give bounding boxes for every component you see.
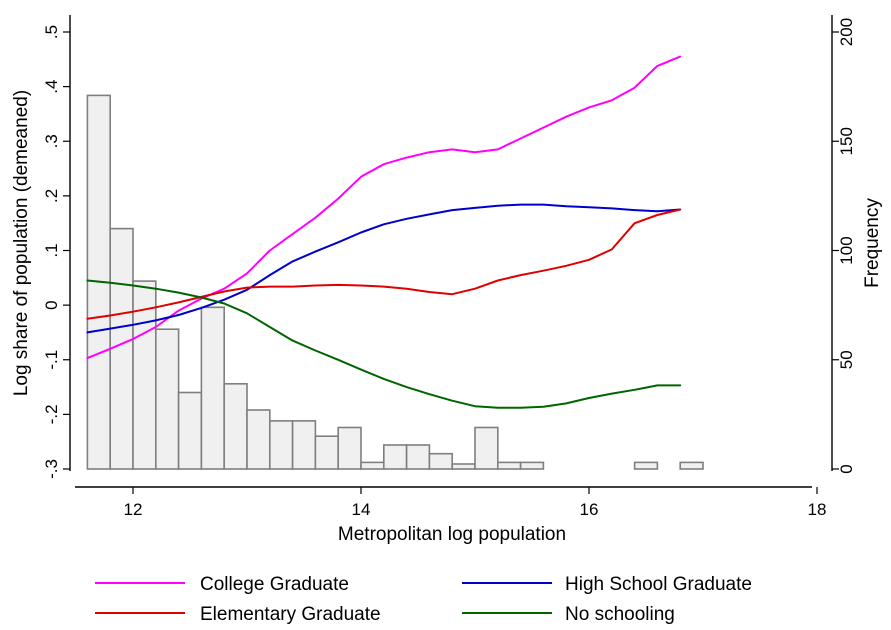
y2-tick-label-0: 0 xyxy=(837,464,856,473)
y2-tick-label-4: 200 xyxy=(837,18,856,46)
x-tick-label-1: 14 xyxy=(352,500,371,519)
y2-tick-label-1: 50 xyxy=(837,350,856,369)
histogram-bar-18 xyxy=(496,461,522,470)
series-line-high-school-graduate xyxy=(86,203,682,334)
y-tick-label-6: .3 xyxy=(42,134,61,148)
histogram-bar-14 xyxy=(405,444,431,470)
histogram-bar-17 xyxy=(474,426,499,470)
series-line-college-graduate xyxy=(86,55,682,360)
legend: College Graduate High School Graduate El… xyxy=(95,574,752,625)
histogram-bar-5 xyxy=(200,306,225,470)
histogram-bar-16 xyxy=(451,463,476,470)
histogram-bar-6 xyxy=(223,382,248,470)
x-tick-label-0: 12 xyxy=(124,500,143,519)
histogram-bar-11 xyxy=(337,426,362,470)
y-tick-label-3: 0 xyxy=(42,300,61,309)
histogram-bar-15 xyxy=(428,452,453,470)
histogram xyxy=(86,94,704,470)
histogram-bar-20 xyxy=(633,461,659,470)
histogram-bar-12 xyxy=(360,461,385,470)
histogram-bar-19 xyxy=(519,461,545,470)
histogram-bar-7 xyxy=(246,409,271,470)
tick-marks: -.3 -.2 -.1 0 .1 .2 .3 .4 .5 0 50 100 150 200 12 14 16 18 xyxy=(42,18,856,519)
histogram-bar-9 xyxy=(291,420,317,470)
series-line-no-schooling xyxy=(86,279,682,409)
histogram-bar-10 xyxy=(314,435,339,470)
histogram-bar-21 xyxy=(679,461,704,470)
y2-tick-label-2: 100 xyxy=(837,236,856,264)
y2-tick-label-3: 150 xyxy=(837,127,856,155)
histogram-bar-13 xyxy=(382,444,408,470)
histogram-bar-1 xyxy=(109,227,134,470)
y-tick-label-2: -.1 xyxy=(42,350,61,370)
legend-label-college: College Graduate xyxy=(200,574,349,595)
x-tick-label-3: 18 xyxy=(808,500,827,519)
legend-label-elementary: Elementary Graduate xyxy=(200,604,381,625)
x-axis-title: Metropolitan log population xyxy=(338,524,566,545)
y-tick-label-0: -.3 xyxy=(42,459,61,479)
y-tick-label-4: .1 xyxy=(42,243,61,257)
legend-label-high-school: High School Graduate xyxy=(565,574,752,595)
axes xyxy=(69,15,833,488)
series-line-elementary-graduate xyxy=(86,208,682,320)
y-tick-label-7: .4 xyxy=(42,80,61,94)
y-tick-label-1: -.2 xyxy=(42,404,61,424)
y-tick-label-5: .2 xyxy=(42,189,61,203)
histogram-bar-8 xyxy=(268,420,294,470)
histogram-bar-4 xyxy=(177,391,203,470)
x-tick-label-2: 16 xyxy=(580,500,599,519)
y-axis-title: Log share of population (demeaned) xyxy=(11,90,32,396)
legend-label-no-schooling: No schooling xyxy=(565,604,675,625)
y2-axis-title: Frequency xyxy=(862,198,883,288)
y-tick-label-8: .5 xyxy=(42,25,61,39)
series-lines xyxy=(86,55,682,409)
histogram-bar-3 xyxy=(155,328,180,470)
